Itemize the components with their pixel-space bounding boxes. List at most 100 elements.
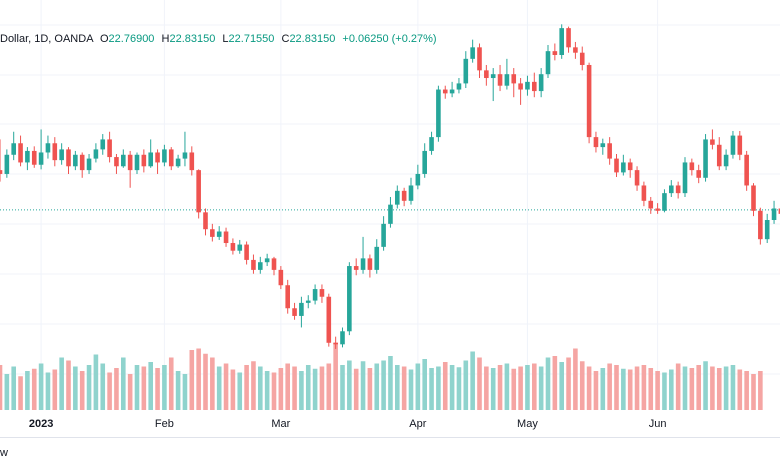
candle: [45, 135, 51, 159]
volume-bar: [258, 366, 263, 410]
volume-bar: [216, 366, 222, 410]
candle-body: [764, 220, 770, 240]
x-tick-label: Jun: [649, 418, 667, 430]
candle: [367, 254, 373, 278]
candle-body: [449, 89, 455, 94]
symbol-legend: Dollar, 1D, OANDA O22.76900 H22.83150 L2…: [0, 33, 437, 45]
candle: [669, 180, 674, 197]
candle-body: [429, 137, 434, 151]
volume-bar: [573, 348, 578, 410]
candle: [107, 131, 112, 163]
high-label: H: [161, 33, 170, 45]
volume-bar: [422, 359, 427, 410]
candle-body: [669, 185, 674, 194]
close-value: 22.83150: [289, 33, 336, 45]
low-value: 22.71550: [228, 33, 275, 45]
volume-bar: [93, 354, 99, 410]
candle-body: [66, 149, 71, 167]
candle-body: [114, 157, 119, 167]
candle: [360, 236, 366, 274]
volume-bar: [374, 363, 380, 410]
volume-bar: [305, 365, 311, 410]
candle: [703, 134, 708, 182]
candle: [682, 157, 688, 197]
candle-body: [18, 143, 23, 163]
candle: [73, 150, 78, 171]
candle: [395, 185, 400, 209]
candle-body: [326, 296, 332, 343]
candle-body: [477, 47, 482, 71]
candle-body: [45, 143, 51, 153]
candle-body: [189, 152, 195, 171]
candle-body: [182, 152, 188, 159]
candle: [11, 131, 16, 161]
candle: [593, 131, 599, 153]
candle: [196, 169, 201, 219]
candle-body: [662, 193, 667, 211]
candle: [203, 208, 208, 236]
candle-body: [607, 143, 612, 159]
volume-bar: [415, 363, 421, 410]
candle: [627, 158, 633, 178]
volume-bar: [490, 368, 496, 410]
candle-body: [648, 200, 654, 209]
volume-bar: [621, 368, 626, 410]
candle-body: [566, 28, 571, 48]
candle-body: [401, 190, 407, 201]
candle-body: [4, 154, 10, 174]
candle-body: [600, 143, 606, 148]
candle-body: [525, 81, 530, 90]
x-tick-label: 2023: [29, 418, 53, 430]
candle: [442, 85, 448, 99]
candle: [484, 64, 489, 86]
volume-bar: [347, 360, 352, 410]
volume-bar: [470, 351, 475, 410]
candle: [121, 149, 126, 168]
volume-bar: [141, 366, 147, 410]
candle: [545, 45, 551, 79]
candle: [278, 266, 284, 290]
candle-body: [210, 229, 215, 237]
candle-body: [552, 51, 558, 55]
candle-body: [121, 154, 126, 167]
candle: [532, 72, 537, 98]
candle: [244, 241, 249, 265]
volume-bar: [538, 366, 544, 410]
candle-body: [737, 135, 743, 155]
volume-bar: [31, 368, 37, 410]
candle: [504, 58, 510, 90]
candle: [25, 147, 30, 171]
candle-body: [244, 244, 249, 260]
candle: [141, 149, 147, 173]
candle-body: [614, 158, 619, 173]
volume-bar: [107, 372, 112, 410]
candle: [758, 207, 763, 245]
candle: [689, 158, 695, 176]
volume-bar: [737, 369, 743, 410]
candle-body: [484, 70, 489, 79]
candle-body: [771, 208, 777, 220]
candle: [340, 327, 345, 348]
candle-body: [271, 258, 277, 270]
candle-body: [696, 170, 701, 178]
candle: [764, 213, 770, 244]
candle: [710, 129, 715, 150]
candle: [449, 81, 455, 98]
volume-bar: [86, 365, 92, 410]
candle-body: [299, 302, 304, 316]
volume-bar: [716, 368, 722, 410]
candle-body: [203, 212, 208, 230]
volume-bar: [353, 368, 359, 410]
candle: [737, 130, 743, 161]
candle: [648, 196, 654, 214]
candle: [66, 147, 71, 174]
volume-bar: [196, 348, 201, 410]
candle: [175, 154, 181, 168]
candle-body: [545, 51, 551, 75]
candle: [463, 51, 469, 88]
candle: [401, 187, 407, 207]
volume-bar: [223, 363, 229, 410]
candle: [388, 196, 393, 228]
